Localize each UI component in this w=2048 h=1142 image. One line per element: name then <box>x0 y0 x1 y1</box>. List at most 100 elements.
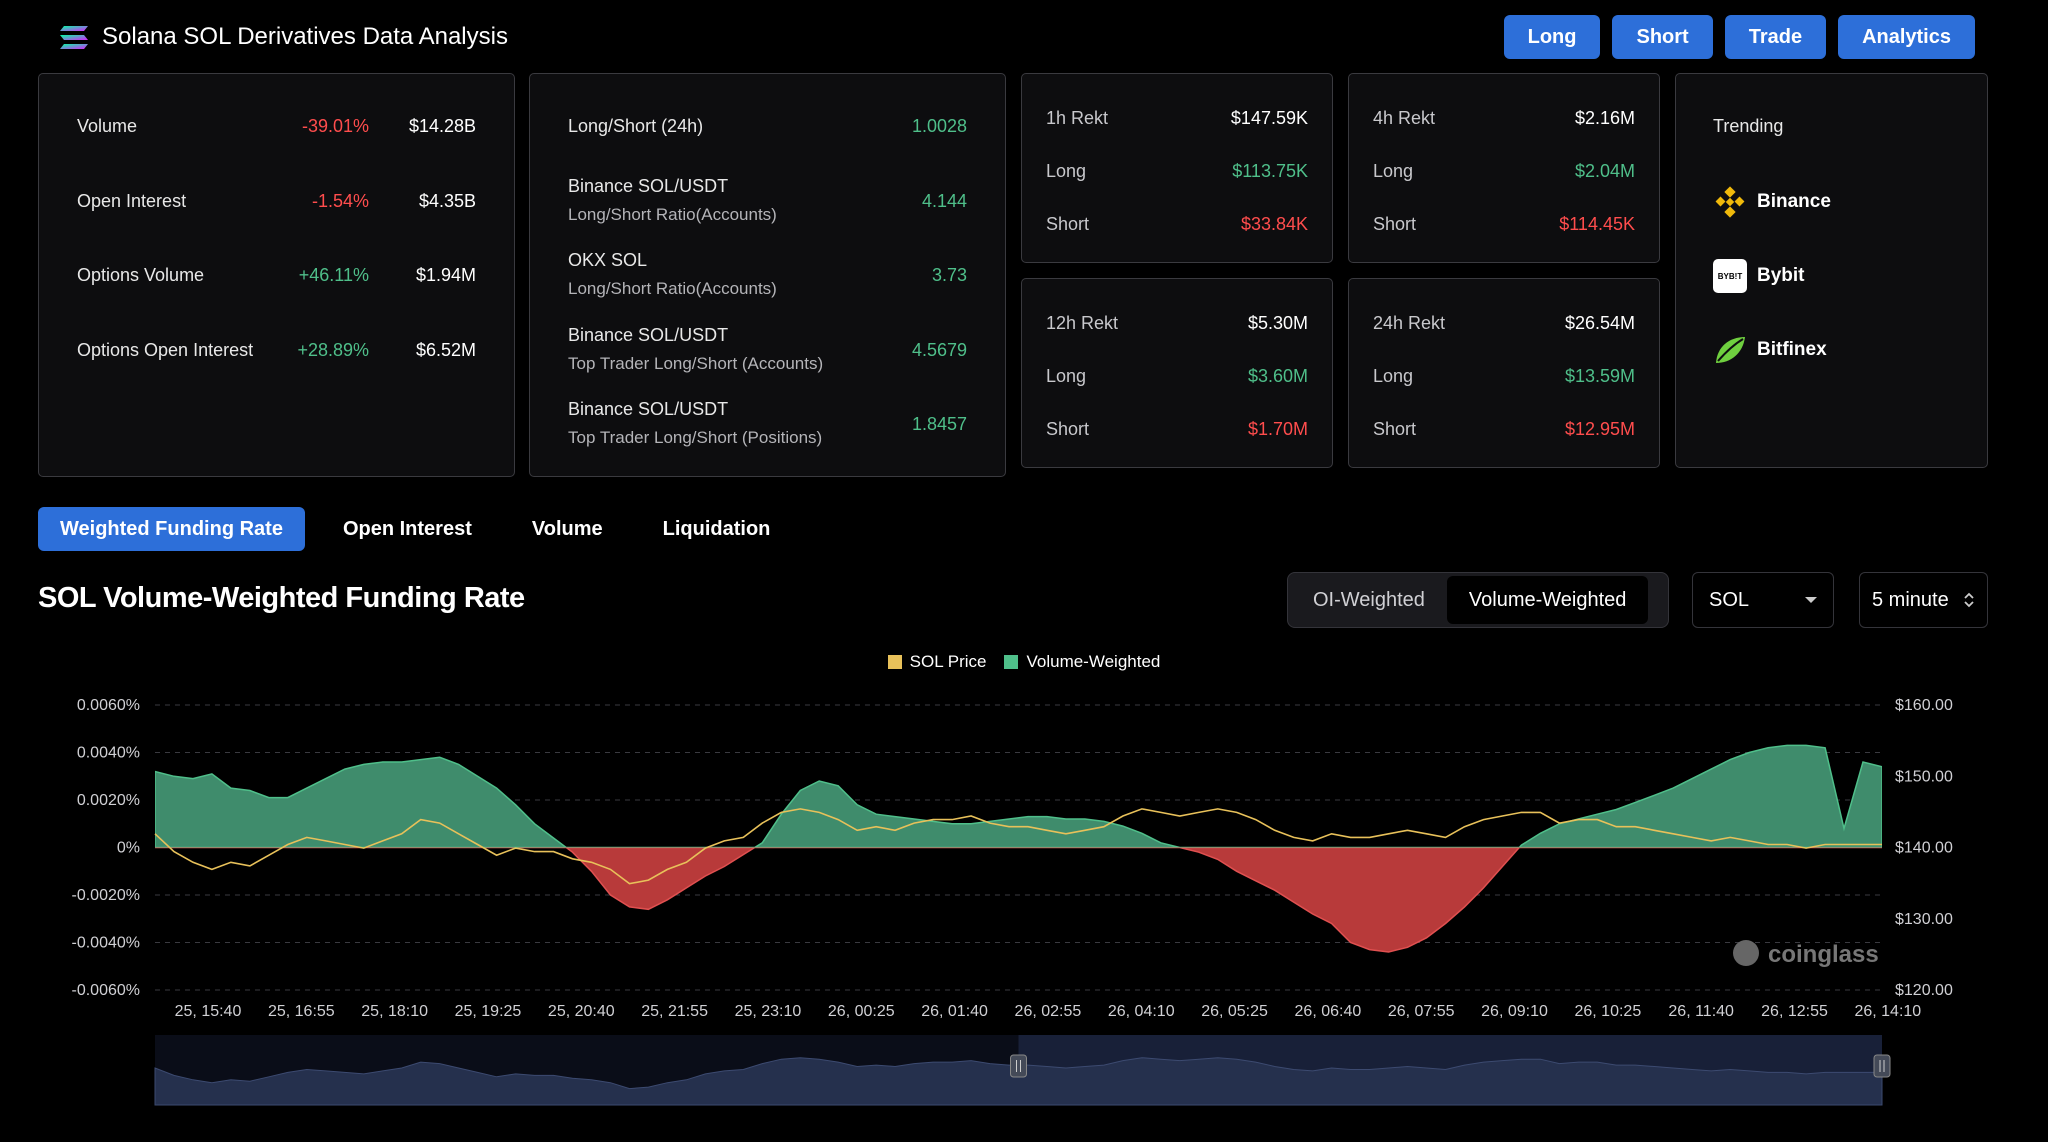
rekt-total-row: 12h Rekt $5.30M <box>1046 313 1308 337</box>
x-tick-label: 26, 05:25 <box>1201 1003 1268 1020</box>
rekt-short-value: $12.95M <box>1564 419 1635 439</box>
chart-legend: SOL Price Volume-Weighted <box>0 652 2048 672</box>
stat-label: Options Open Interest <box>77 340 254 360</box>
rekt-long-row: Long $2.04M <box>1373 161 1635 185</box>
solana-logo-icon <box>60 26 88 49</box>
rekt-short-label: Short <box>1373 419 1417 439</box>
rekt-short-label: Short <box>1046 419 1090 439</box>
nav-short-button[interactable]: Short <box>1612 15 1713 59</box>
navigator-series <box>154 1057 1883 1106</box>
rekt-title: 4h Rekt <box>1373 108 1436 128</box>
ratio-sublabel: Top Trader Long/Short (Positions) <box>568 428 823 447</box>
x-tick-label: 25, 20:40 <box>548 1003 615 1020</box>
x-tick-label: 25, 19:25 <box>455 1003 522 1020</box>
volume-weighted-button[interactable]: Volume-Weighted <box>1446 576 1649 624</box>
rekt-short-row: Short $1.70M <box>1046 419 1308 443</box>
stat-change: +46.11% <box>298 265 369 285</box>
legend-item-sol-price[interactable]: SOL Price <box>887 652 987 672</box>
tab-volume[interactable]: Volume <box>510 507 625 551</box>
rekt-short-value: $33.84K <box>1240 214 1308 234</box>
x-tick-label: 26, 00:25 <box>828 1003 895 1020</box>
tab-weighted-funding-rate[interactable]: Weighted Funding Rate <box>38 507 305 551</box>
rekt-long-value: $113.75K <box>1232 161 1308 181</box>
ratio-value: 1.8457 <box>911 414 967 434</box>
coin-select[interactable]: SOL <box>1692 572 1834 628</box>
rekt-short-row: Short $12.95M <box>1373 419 1635 443</box>
rekt-short-value: $1.70M <box>1247 419 1308 439</box>
binance-icon <box>1715 186 1745 218</box>
x-tick-label: 26, 04:10 <box>1108 1003 1175 1020</box>
y-tick-label-right: $160.00 <box>1895 697 1953 714</box>
rekt-title: 12h Rekt <box>1046 313 1119 333</box>
y-tick-label-right: $130.00 <box>1895 911 1953 928</box>
rekt-title: 24h Rekt <box>1373 313 1446 333</box>
navigator-handle-right[interactable] <box>1873 1054 1891 1078</box>
y-tick-label-left: 0.0060% <box>77 697 140 714</box>
x-tick-label: 25, 16:55 <box>268 1003 335 1020</box>
stat-change: -1.54% <box>311 191 369 211</box>
rekt-short-row: Short $33.84K <box>1046 214 1308 238</box>
y-tick-label-left: 0.0020% <box>77 792 140 809</box>
rekt-card-1h: 1h Rekt $147.59K Long $113.75K Short $33… <box>1021 73 1333 263</box>
x-tick-label: 25, 21:55 <box>641 1003 708 1020</box>
chart-tabs: Weighted Funding Rate Open Interest Volu… <box>38 507 808 551</box>
rekt-card-4h: 4h Rekt $2.16M Long $2.04M Short $114.45… <box>1348 73 1660 263</box>
rekt-short-label: Short <box>1373 214 1417 234</box>
ratio-label: Binance SOL/USDT <box>568 399 729 419</box>
ratio-label: OKX SOL <box>568 250 648 270</box>
coinglass-watermark: coinglass <box>1733 940 1879 968</box>
legend-label: SOL Price <box>909 652 987 671</box>
legend-item-volume-weighted[interactable]: Volume-Weighted <box>1004 652 1160 672</box>
ratio-value: 4.144 <box>921 191 967 211</box>
y-tick-label-left: -0.0040% <box>72 935 141 952</box>
top-nav: Long Short Trade Analytics <box>1503 15 1975 59</box>
rekt-long-label: Long <box>1373 366 1414 386</box>
tab-open-interest[interactable]: Open Interest <box>321 507 494 551</box>
y-tick-label-left: 0% <box>117 840 140 857</box>
rekt-long-label: Long <box>1046 161 1087 181</box>
rekt-long-row: Long $3.60M <box>1046 366 1308 390</box>
trending-item-label: Bybit <box>1757 265 1805 286</box>
nav-long-button[interactable]: Long <box>1503 15 1601 59</box>
trending-item-label: Bitfinex <box>1757 339 1827 360</box>
rekt-short-value: $114.45K <box>1559 214 1635 234</box>
y-tick-label-left: 0.0040% <box>77 745 140 762</box>
nav-analytics-button[interactable]: Analytics <box>1838 15 1975 59</box>
up-down-chevron-icon <box>1964 592 1974 608</box>
y-tick-label-left: -0.0020% <box>72 887 141 904</box>
rekt-long-label: Long <box>1373 161 1414 181</box>
rekt-card-12h: 12h Rekt $5.30M Long $3.60M Short $1.70M <box>1021 278 1333 468</box>
chart-title: SOL Volume-Weighted Funding Rate <box>38 582 525 614</box>
x-tick-label: 26, 07:55 <box>1388 1003 1455 1020</box>
rekt-short-label: Short <box>1046 214 1090 234</box>
bitfinex-icon <box>1716 337 1745 363</box>
tab-liquidation[interactable]: Liquidation <box>641 507 793 551</box>
trending-item-bitfinex[interactable]: Bitfinex <box>1713 333 1827 367</box>
stat-label: Options Volume <box>77 265 205 285</box>
ratio-value: 4.5679 <box>911 340 967 360</box>
ratio-label: Binance SOL/USDT <box>568 176 729 196</box>
x-tick-label: 26, 06:40 <box>1295 1003 1362 1020</box>
rekt-short-row: Short $114.45K <box>1373 214 1635 238</box>
rekt-long-label: Long <box>1046 366 1087 386</box>
funding-area-negative <box>155 847 1882 953</box>
trending-item-binance[interactable]: Binance <box>1713 185 1831 219</box>
navigator-handle-left[interactable] <box>1010 1054 1027 1078</box>
ratio-sublabel: Top Trader Long/Short (Accounts) <box>568 354 824 373</box>
rekt-long-row: Long $113.75K <box>1046 161 1308 185</box>
rekt-title: 1h Rekt <box>1046 108 1109 128</box>
rekt-long-value: $2.04M <box>1574 161 1635 181</box>
ratio-sublabel: Long/Short Ratio(Accounts) <box>568 279 777 298</box>
rekt-long-row: Long $13.59M <box>1373 366 1635 390</box>
funding-area-positive <box>155 744 1882 848</box>
x-tick-label: 26, 09:10 <box>1481 1003 1548 1020</box>
x-tick-label: 26, 12:55 <box>1761 1003 1828 1020</box>
trending-item-bybit[interactable]: BYB!T Bybit <box>1713 259 1805 293</box>
nav-trade-button[interactable]: Trade <box>1724 15 1827 59</box>
interval-select[interactable]: 5 minute <box>1859 572 1988 628</box>
stat-value: $4.35B <box>418 191 476 211</box>
rekt-long-value: $13.59M <box>1564 366 1635 386</box>
oi-weighted-button[interactable]: OI-Weighted <box>1291 576 1447 624</box>
rekt-card-24h: 24h Rekt $26.54M Long $13.59M Short $12.… <box>1348 278 1660 468</box>
page-title: Solana SOL Derivatives Data Analysis <box>102 23 508 50</box>
